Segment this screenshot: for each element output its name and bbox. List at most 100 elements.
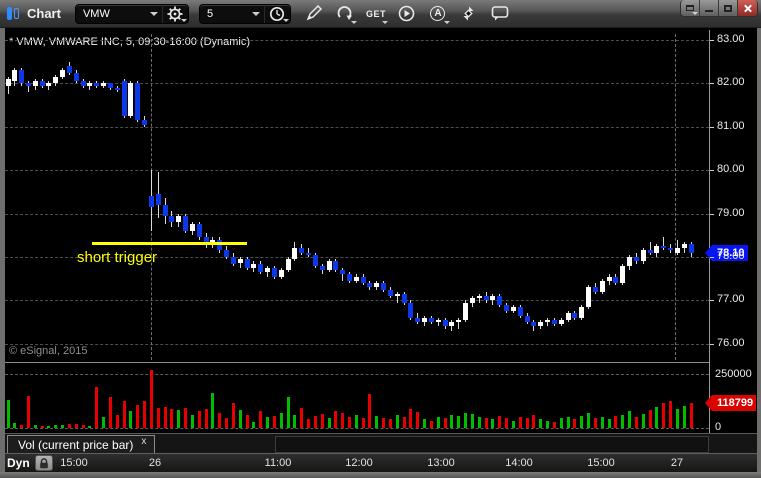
candle-body [613,276,619,284]
time-axis-label: 13:00 [427,457,455,469]
volume-bar [675,408,679,428]
candle-body [285,259,291,270]
candle-body [340,270,346,275]
volume-bar [354,415,358,428]
volume-bar [211,392,215,428]
time-axis-label: 26 [148,457,162,469]
volume-bar [225,418,229,428]
symbol-combo[interactable]: VMW [76,5,162,23]
last-price-tag: 78.10 [705,245,748,261]
draw-tool-button[interactable] [301,3,327,25]
price-gridline [5,40,709,41]
volume-bar [272,416,276,428]
candle-body [497,296,503,305]
volume-bar [518,417,522,428]
get-data-button[interactable]: GET [363,3,389,25]
volume-bar [40,425,44,428]
candle-wick [89,81,91,90]
candle-body [196,224,202,238]
candle-body [114,87,120,90]
replay-button[interactable] [394,3,420,25]
volume-bar [95,387,99,428]
symbol-settings-button[interactable] [161,4,188,23]
volume-bar [580,416,584,428]
volume-bar [286,397,290,428]
candle-body [128,83,134,116]
volume-bar [341,413,345,428]
candle-body [121,81,127,116]
minimize-button[interactable] [700,0,719,16]
price-axis-label: 76.00 [717,336,745,349]
tab-volume-label: Vol (current price bar) [18,438,134,452]
window-border-bottom[interactable] [0,472,761,478]
price-axis-tick [710,83,714,85]
volume-bar [484,418,488,428]
maximize-button[interactable] [719,0,738,16]
volume-bar [156,407,160,428]
candle-body [203,237,209,244]
close-button[interactable] [738,0,757,16]
candle-body [73,72,79,82]
candle-body [668,248,673,251]
volume-bar [416,411,420,428]
candle-body [586,287,592,307]
time-axis[interactable]: Dyn 15:00 26 11:00 12:00 13:00 14:00 15:00 27 [5,453,757,472]
candle-body [408,302,414,318]
volume-bar [252,421,256,428]
volume-bar [566,417,570,428]
volume-bar [259,410,263,428]
candle-body [599,280,605,292]
candle-body [627,257,633,266]
volume-bar [511,420,515,428]
price-plot[interactable]: * VMW, VMWARE INC, 5, 09:30-16:00 (Dynam… [5,30,709,363]
volume-bar [368,393,372,428]
volume-bar [375,416,379,428]
candle-body [415,317,421,323]
candle-body [510,306,516,312]
auto-trade-button[interactable]: A [425,3,451,25]
chevron-down-icon [149,11,158,16]
candle-wick [27,81,29,93]
interval-combo[interactable]: 5 [200,5,264,23]
chevron-down-icon [251,11,260,16]
candle-body [107,83,113,88]
price-axis-tick [710,126,714,128]
title-bar[interactable]: Chart VMW [0,0,761,28]
candle-body [401,293,407,303]
volume-bar [395,415,399,428]
window-menu-button[interactable] [681,0,700,16]
candle-wick [670,243,671,253]
refresh-button[interactable] [332,3,358,25]
chart-app-icon [7,7,20,20]
volume-bar [327,418,331,428]
volume-bar [464,413,468,428]
price-gridline [5,343,709,345]
speech-bubble-icon [491,6,509,21]
candle-body [647,250,653,253]
comment-button[interactable] [487,3,513,25]
candle-body [271,267,277,277]
volume-bar [74,423,78,428]
candle-body [681,243,687,249]
minimize-icon [705,10,713,12]
price-gridline [5,300,709,302]
window-title: Chart [27,6,61,21]
volume-gridline-250k [5,374,709,375]
lock-button[interactable] [35,455,53,471]
price-axis[interactable]: 78.10 250000 118799 0 83.00 82.00 81.00 80.… [704,30,757,433]
volume-bar [388,419,392,428]
tab-volume[interactable]: Vol (current price bar) x [7,435,156,454]
time-template-button[interactable] [263,4,290,23]
tab-close-icon[interactable]: x [141,436,147,447]
price-axis-tick [710,257,714,258]
volume-bar [102,417,106,428]
link-button[interactable] [456,3,482,25]
candle-body [333,261,339,270]
volume-plot[interactable] [5,363,709,433]
volume-bar [348,417,351,428]
candle-wick [663,237,665,251]
volume-bar [525,418,529,428]
candle-body [490,296,496,301]
candle-wick [342,267,344,281]
volume-bar [614,416,618,428]
